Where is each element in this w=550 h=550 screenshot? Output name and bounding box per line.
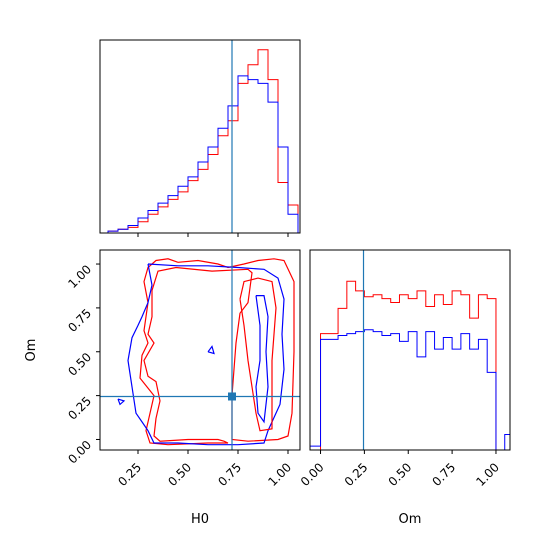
x-axis-label-om: Om xyxy=(399,512,422,527)
frame-scatter xyxy=(99,249,301,451)
hist-h0-series-blue xyxy=(107,75,299,233)
frame-hist-om xyxy=(309,249,511,451)
hist-om-series-red xyxy=(310,280,510,450)
x-axis-label-h0: H0 xyxy=(191,512,209,527)
contour-red-2 xyxy=(239,277,277,432)
contour-group xyxy=(117,258,295,446)
hist-om-series-blue xyxy=(310,329,510,450)
y-axis-label-om: Om xyxy=(24,339,39,362)
hist-om-group xyxy=(310,280,510,450)
frame-hist-h0 xyxy=(99,39,301,234)
contour-red-0 xyxy=(139,258,295,446)
contour-blue-3 xyxy=(255,295,269,424)
contour-blue-4 xyxy=(117,398,126,406)
hist-h0-panel xyxy=(99,39,301,237)
contour-blue-1 xyxy=(127,263,285,446)
truth-marker xyxy=(228,392,236,401)
contour-blue-5 xyxy=(207,345,215,355)
